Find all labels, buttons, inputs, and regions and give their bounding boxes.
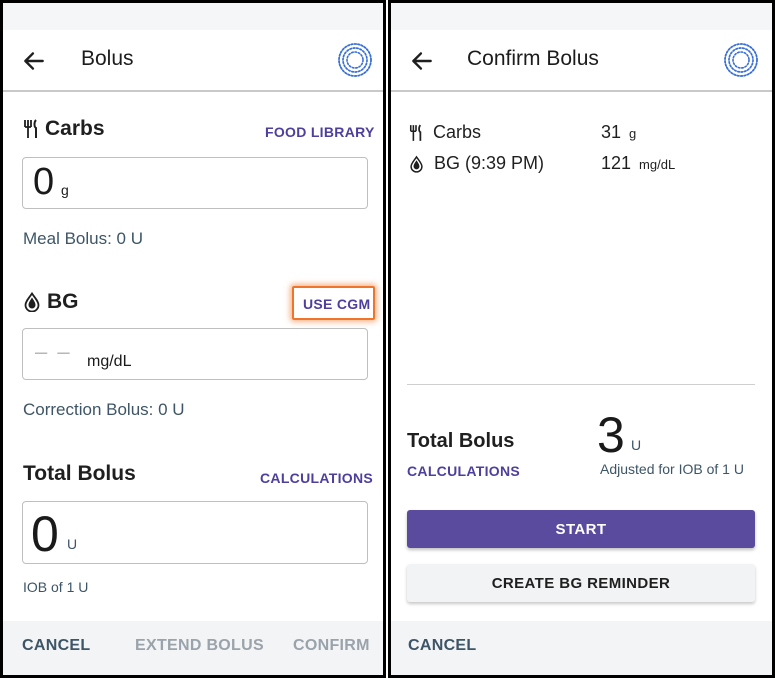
calculations-link[interactable]: CALCULATIONS bbox=[260, 470, 373, 486]
back-arrow-icon[interactable] bbox=[21, 48, 47, 74]
page-title: Confirm Bolus bbox=[467, 47, 599, 70]
total-bolus-unit: U bbox=[67, 536, 78, 552]
bolus-header: Bolus bbox=[3, 30, 383, 92]
blood-drop-icon bbox=[24, 292, 40, 312]
use-cgm-button[interactable]: USE CGM bbox=[303, 296, 371, 312]
calculations-link[interactable]: CALCULATIONS bbox=[407, 463, 520, 479]
page-title: Bolus bbox=[81, 47, 134, 70]
carbs-unit: g bbox=[629, 126, 637, 141]
total-bolus-display: 0 U bbox=[22, 501, 368, 564]
iob-text: IOB of 1 U bbox=[23, 579, 89, 595]
bg-input[interactable]: – – mg/dL bbox=[22, 328, 368, 380]
confirm-bolus-screen: Confirm Bolus Carbs 31 g BG (9:39 PM) 121… bbox=[388, 0, 775, 678]
bolus-screen: Bolus Carbs FOOD LIBRARY 0 g Meal Bolus:… bbox=[0, 0, 386, 678]
bg-value: 121 bbox=[601, 153, 632, 173]
iob-adjusted-note: Adjusted for IOB of 1 U bbox=[600, 461, 744, 477]
carbs-value: 31 bbox=[601, 122, 622, 142]
food-library-link[interactable]: FOOD LIBRARY bbox=[265, 124, 375, 140]
divider bbox=[407, 384, 755, 385]
carbs-row-value: 31 g bbox=[601, 122, 636, 143]
carbs-label: Carbs bbox=[433, 122, 482, 142]
total-bolus-value: 3 bbox=[597, 407, 625, 463]
carbs-heading: Carbs bbox=[23, 117, 105, 141]
confirm-header: Confirm Bolus bbox=[391, 30, 772, 92]
bg-input-placeholder: – – bbox=[35, 339, 72, 364]
confirm-button[interactable]: CONFIRM bbox=[293, 637, 370, 654]
status-strip bbox=[3, 3, 383, 30]
use-cgm-highlight bbox=[292, 286, 375, 320]
total-bolus-label: Total Bolus bbox=[407, 430, 515, 452]
bg-heading: BG bbox=[23, 290, 79, 314]
blood-drop-icon bbox=[410, 155, 423, 173]
fork-knife-icon bbox=[24, 119, 37, 138]
total-bolus-value: 0 bbox=[31, 506, 59, 562]
bg-label: BG (9:39 PM) bbox=[434, 153, 545, 173]
cancel-button[interactable]: CANCEL bbox=[22, 637, 91, 654]
bg-row-label: BG (9:39 PM) bbox=[409, 153, 544, 174]
start-button[interactable]: START bbox=[407, 510, 755, 548]
bolus-footer: CANCEL EXTEND BOLUS CONFIRM bbox=[3, 621, 383, 675]
bg-label: BG bbox=[47, 290, 79, 313]
carbs-input-value: 0 bbox=[33, 161, 55, 203]
carbs-label: Carbs bbox=[45, 117, 105, 140]
bg-input-unit: mg/dL bbox=[87, 353, 132, 370]
extend-bolus-button[interactable]: EXTEND BOLUS bbox=[135, 637, 264, 654]
bg-row-value: 121 mg/dL bbox=[601, 153, 675, 174]
meal-bolus-text: Meal Bolus: 0 U bbox=[23, 229, 143, 248]
total-bolus-heading: Total Bolus bbox=[23, 462, 136, 485]
dotted-circle-logo-icon bbox=[338, 43, 372, 77]
carbs-input[interactable]: 0 g bbox=[22, 157, 368, 209]
dotted-circle-logo-icon bbox=[724, 43, 758, 77]
back-arrow-icon[interactable] bbox=[409, 48, 435, 74]
create-bg-reminder-button[interactable]: CREATE BG REMINDER bbox=[407, 564, 755, 602]
correction-bolus-text: Correction Bolus: 0 U bbox=[23, 400, 185, 419]
confirm-footer: CANCEL bbox=[391, 621, 772, 675]
carbs-input-unit: g bbox=[61, 182, 69, 198]
bg-unit: mg/dL bbox=[639, 157, 676, 172]
cancel-button[interactable]: CANCEL bbox=[408, 637, 477, 654]
carbs-row-label: Carbs bbox=[409, 122, 481, 143]
fork-knife-icon bbox=[409, 124, 422, 141]
total-bolus-unit: U bbox=[631, 437, 642, 453]
status-strip bbox=[391, 3, 772, 30]
